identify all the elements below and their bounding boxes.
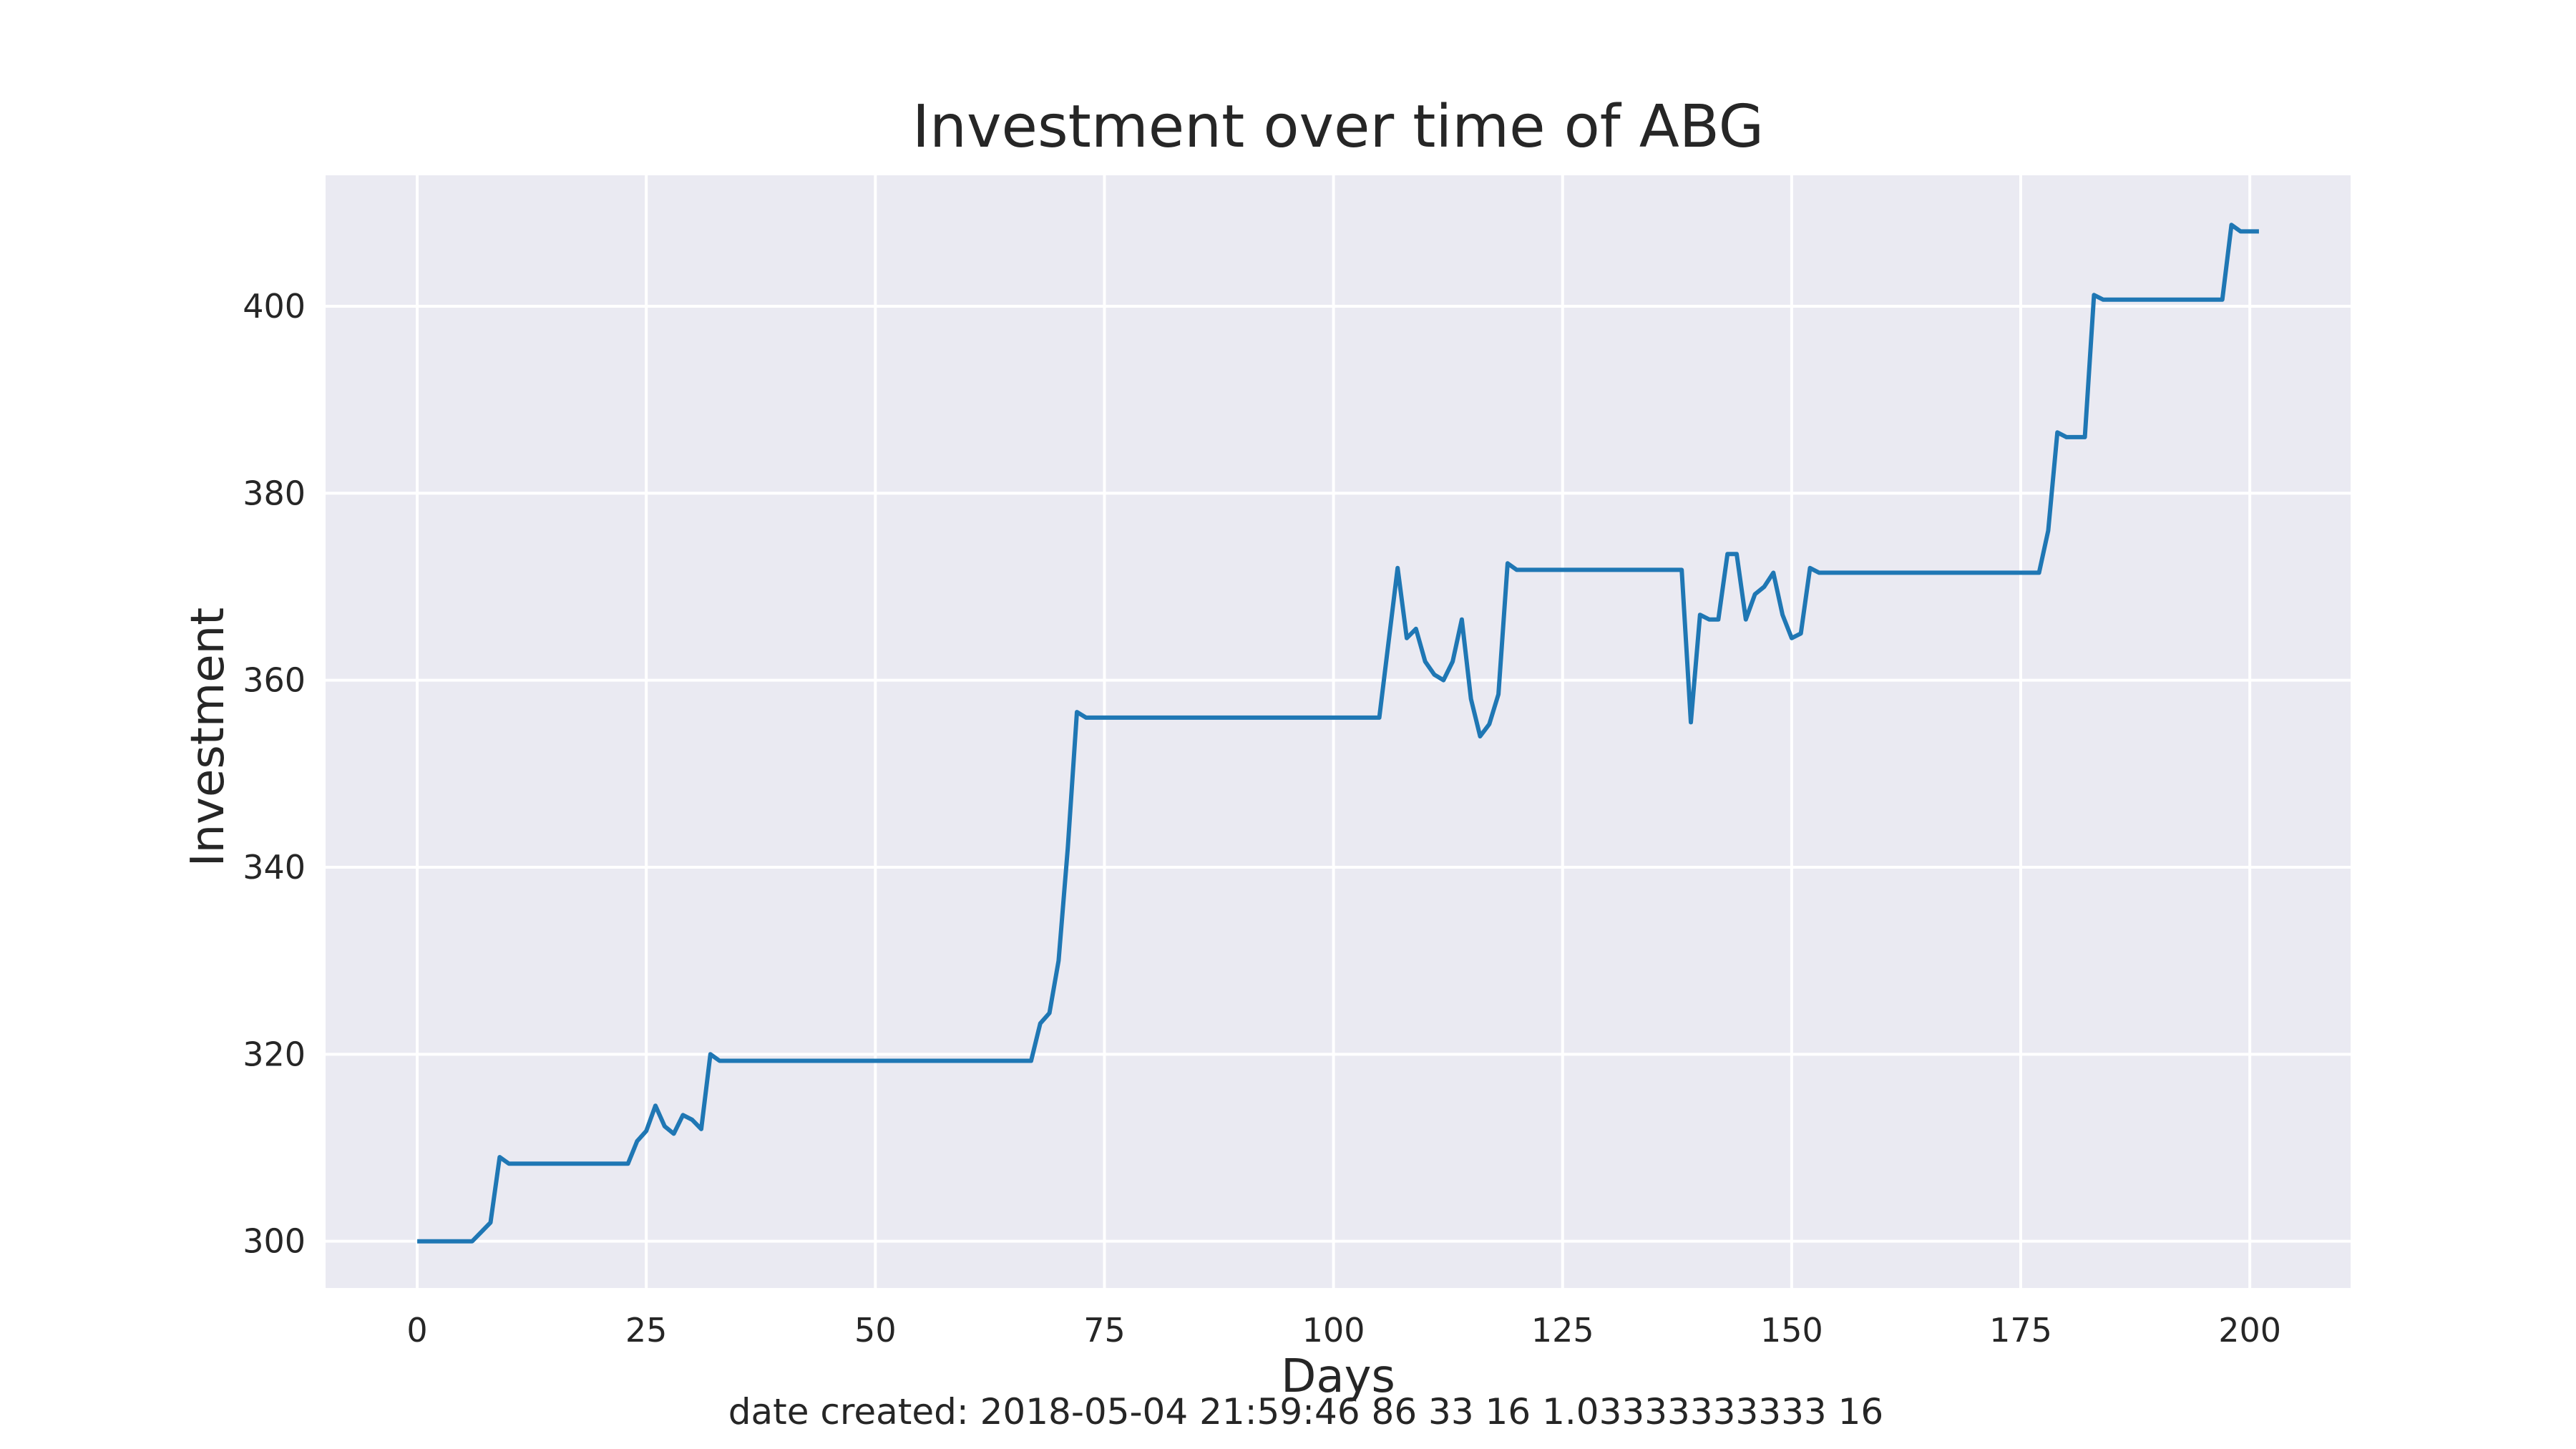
series-line (417, 223, 2259, 1244)
chart-title: Investment over time of ABG (912, 93, 1764, 161)
footer-text: date created: 2018-05-04 21:59:46 86 33 … (728, 1391, 1883, 1433)
y-tick-label: 400 (243, 287, 306, 326)
y-tick-label: 300 (243, 1222, 306, 1261)
x-tick-label: 200 (2218, 1311, 2281, 1350)
x-axis-ticks: 0 25 50 75 100 125 150 175 200 (406, 1311, 2281, 1350)
y-tick-label: 360 (243, 661, 306, 700)
x-tick-label: 150 (1760, 1311, 1823, 1350)
plot-area (326, 175, 2351, 1288)
y-axis-ticks: 300 320 340 360 380 400 (243, 287, 306, 1261)
series-group (417, 223, 2259, 1244)
x-tick-label: 50 (854, 1311, 897, 1350)
x-tick-label: 0 (406, 1311, 427, 1350)
y-axis-label: Investment (182, 608, 235, 867)
x-tick-label: 175 (1989, 1311, 2052, 1350)
y-tick-label: 320 (243, 1035, 306, 1073)
y-tick-label: 380 (243, 474, 306, 512)
x-tick-label: 25 (625, 1311, 668, 1350)
x-tick-label: 125 (1531, 1311, 1594, 1350)
x-tick-label: 100 (1302, 1311, 1365, 1350)
gridlines (326, 175, 2351, 1288)
y-tick-label: 340 (243, 848, 306, 887)
x-tick-label: 75 (1083, 1311, 1126, 1350)
x-axis-label: Days (1281, 1350, 1395, 1403)
